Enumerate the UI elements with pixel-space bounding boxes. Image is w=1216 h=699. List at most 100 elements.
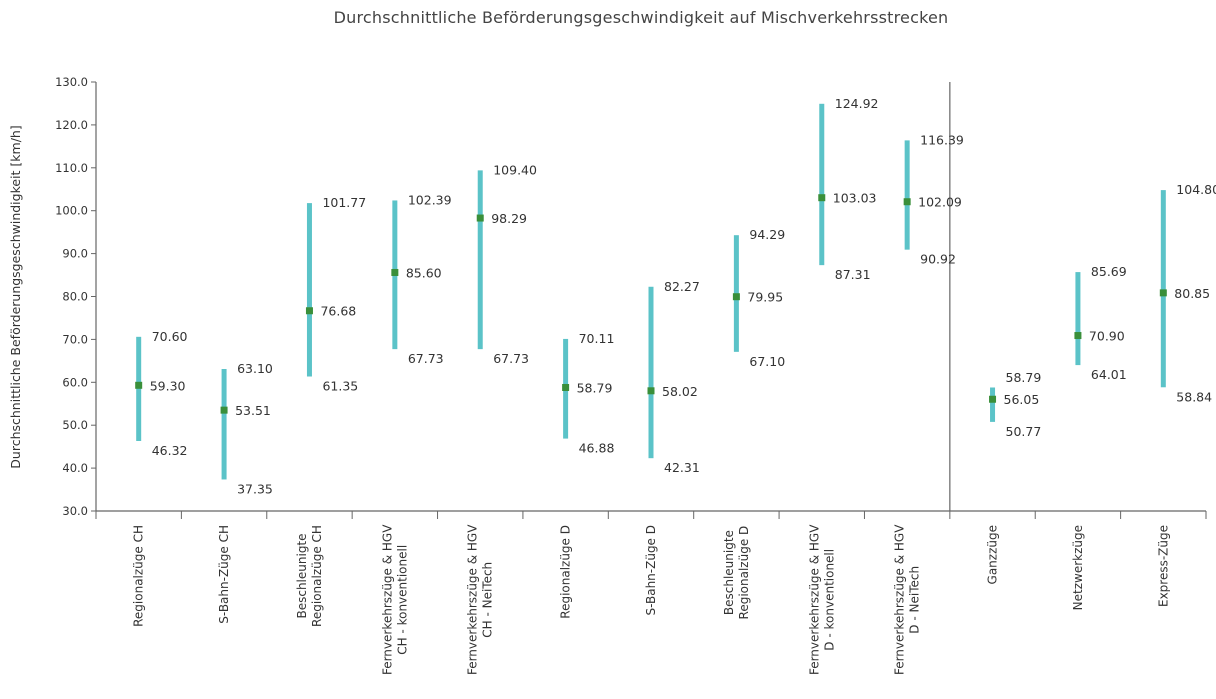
y-tick-label: 80.0: [62, 290, 88, 304]
category-label: Express-Züge: [1156, 525, 1170, 607]
y-tick-label: 70.0: [62, 332, 88, 346]
mean-marker: [135, 381, 143, 389]
range-bar: [904, 140, 910, 250]
category-label-line: Regionalzüge D: [559, 525, 573, 619]
mean-marker: [391, 268, 399, 276]
mean-value-label: 85.60: [406, 265, 442, 280]
range-bar: [306, 203, 312, 377]
category-label: BeschleunigteRegionalzüge CH: [295, 525, 324, 627]
range-bar: [136, 336, 142, 441]
y-tick-label: 100.0: [55, 204, 88, 218]
mean-value-label: 59.30: [150, 378, 186, 393]
category-label-line: Fernverkehrszüge & HGV: [466, 524, 480, 675]
mean-value-label: 58.79: [577, 380, 613, 395]
max-value-label: 82.27: [664, 279, 700, 294]
min-value-label: 37.35: [237, 481, 273, 496]
max-value-label: 70.11: [579, 331, 615, 346]
mean-value-label: 80.85: [1174, 286, 1210, 301]
mean-marker: [1159, 289, 1167, 297]
min-value-label: 61.35: [322, 379, 358, 394]
range-bar: [1075, 272, 1081, 366]
category-label-line: S-Bahn-Züge D: [644, 525, 658, 616]
max-value-label: 116.39: [920, 132, 964, 147]
category-label-line: CH - konventionell: [395, 545, 409, 655]
mean-marker: [476, 214, 484, 222]
category-label: S-Bahn-Züge CH: [217, 525, 231, 624]
min-value-label: 58.84: [1176, 389, 1212, 404]
min-value-label: 87.31: [835, 267, 871, 282]
y-tick-label: 120.0: [55, 118, 88, 132]
min-value-label: 67.73: [493, 351, 529, 366]
min-value-label: 67.10: [749, 354, 785, 369]
max-value-label: 124.92: [835, 96, 879, 111]
mean-marker: [903, 198, 911, 206]
range-bar: [648, 286, 654, 459]
chart-title: Durchschnittliche Beförderungsgeschwindi…: [333, 8, 949, 27]
mean-marker: [562, 383, 570, 391]
mean-value-label: 98.29: [491, 211, 527, 226]
category-label: Fernverkehrszüge & HGVCH - NeiTech: [466, 524, 495, 675]
mean-marker: [220, 406, 228, 414]
mean-marker: [1074, 332, 1082, 340]
category-label: Netzwerkzüge: [1071, 525, 1085, 610]
category-label: Fernverkehrszüge & HGVCH - konventionell: [380, 524, 409, 675]
category-label-line: Ganzzüge: [986, 525, 1000, 584]
min-value-label: 64.01: [1091, 367, 1127, 382]
max-value-label: 102.39: [408, 192, 452, 207]
max-value-label: 104.80: [1176, 182, 1216, 197]
min-value-label: 46.88: [579, 441, 615, 456]
y-tick-label: 40.0: [62, 461, 88, 475]
category-label: S-Bahn-Züge D: [644, 525, 658, 616]
max-value-label: 101.77: [322, 195, 366, 210]
range-bar: [477, 170, 483, 350]
min-value-label: 67.73: [408, 351, 444, 366]
category-label: Regionalzüge D: [559, 525, 573, 619]
min-value-label: 90.92: [920, 252, 956, 267]
category-label-line: Fernverkehrszüge & HGV: [893, 524, 907, 675]
range-bar: [1160, 190, 1166, 388]
max-value-label: 85.69: [1091, 264, 1127, 279]
y-tick-label: 130.0: [55, 75, 88, 89]
category-label: BeschleunigteRegionalzüge D: [722, 526, 751, 620]
category-label-line: Beschleunigte: [295, 533, 309, 618]
mean-value-label: 76.68: [320, 304, 356, 319]
mean-value-label: 102.09: [918, 195, 962, 210]
mean-marker: [818, 194, 826, 202]
category-label-line: Netzwerkzüge: [1071, 525, 1085, 610]
category-label-line: Regionalzüge D: [737, 526, 751, 620]
range-bar: [819, 103, 825, 266]
mean-marker: [647, 387, 655, 395]
mean-value-label: 103.03: [833, 191, 877, 206]
category-label-line: Regionalzüge CH: [132, 525, 146, 627]
mean-marker: [305, 307, 313, 315]
mean-marker: [989, 395, 997, 403]
max-value-label: 58.79: [1006, 370, 1042, 385]
range-bar: [221, 369, 227, 480]
y-tick-label: 30.0: [62, 504, 88, 518]
category-label: Ganzzüge: [986, 525, 1000, 584]
category-label-line: Regionalzüge CH: [310, 525, 324, 627]
category-label-line: Fernverkehrszüge & HGV: [380, 524, 394, 675]
mean-value-label: 56.05: [1004, 392, 1040, 407]
category-label-line: Express-Züge: [1156, 525, 1170, 607]
category-label-line: D - NeiTech: [908, 566, 922, 634]
category-label: Fernverkehrszüge & HGVD - konventionell: [807, 524, 836, 675]
category-label-line: D - konventionell: [822, 549, 836, 651]
y-tick-label: 110.0: [55, 161, 88, 175]
y-tick-label: 60.0: [62, 375, 88, 389]
max-value-label: 70.60: [152, 329, 188, 344]
max-value-label: 109.40: [493, 162, 537, 177]
y-tick-label: 90.0: [62, 247, 88, 261]
max-value-label: 63.10: [237, 361, 273, 376]
min-value-label: 46.32: [152, 443, 188, 458]
category-label: Regionalzüge CH: [132, 525, 146, 627]
category-label-line: CH - NeiTech: [481, 562, 495, 638]
mean-value-label: 58.02: [662, 384, 698, 399]
mean-marker: [732, 293, 740, 301]
range-bar: [990, 387, 996, 422]
max-value-label: 94.29: [749, 227, 785, 242]
y-axis-label: Durchschnittliche Beförderungsgeschwindi…: [8, 125, 23, 468]
mean-value-label: 79.95: [747, 290, 783, 305]
min-value-label: 50.77: [1006, 424, 1042, 439]
